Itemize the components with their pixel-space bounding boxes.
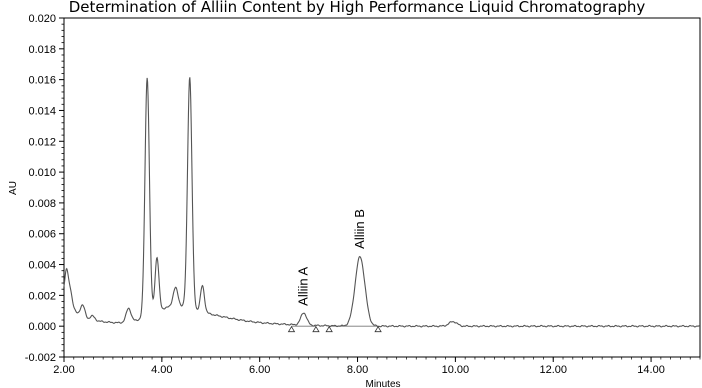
x-tick-label: 4.00 <box>151 364 172 376</box>
y-tick-label: 0.012 <box>28 136 56 148</box>
plot-frame <box>63 17 701 358</box>
y-axis-title: AU <box>8 181 19 195</box>
integration-marker <box>312 325 320 333</box>
x-tick-label: 8.00 <box>347 364 368 376</box>
y-tick-label: 0.002 <box>28 290 56 302</box>
chart-title: Determination of Alliin Content by High … <box>69 0 646 16</box>
chromatogram-trace <box>63 77 701 328</box>
x-tick-label: 10.00 <box>442 364 470 376</box>
y-tick-label: 0.016 <box>28 75 56 87</box>
peak-label: Alliin B <box>352 209 367 249</box>
integration-marker <box>374 325 382 333</box>
integration-marker <box>287 325 296 333</box>
y-tick-label: 0.004 <box>28 260 56 272</box>
y-tick-label: 0.000 <box>28 321 56 333</box>
integration-marker <box>325 325 333 333</box>
x-tick-label: 6.00 <box>249 364 270 376</box>
y-tick-label: 0.008 <box>28 198 56 210</box>
plot-area: -0.002 0.000 0.002 0.004 0.006 0.008 0.010 0.01… <box>25 13 701 376</box>
y-tick-label: 0.020 <box>28 13 56 25</box>
y-tick-label: 0.006 <box>28 229 56 241</box>
x-axis-title: Minutes <box>365 379 400 388</box>
x-tick-label: 12.00 <box>539 364 567 376</box>
x-tick-label: 2.00 <box>53 364 74 376</box>
y-tick-label: 0.010 <box>28 167 56 179</box>
peak-label: Alliin A <box>296 267 311 306</box>
x-tick-label: 14.00 <box>637 364 665 376</box>
y-tick-label: 0.018 <box>28 44 56 56</box>
y-tick-label: -0.002 <box>25 352 56 364</box>
y-tick-label: 0.014 <box>28 105 56 117</box>
